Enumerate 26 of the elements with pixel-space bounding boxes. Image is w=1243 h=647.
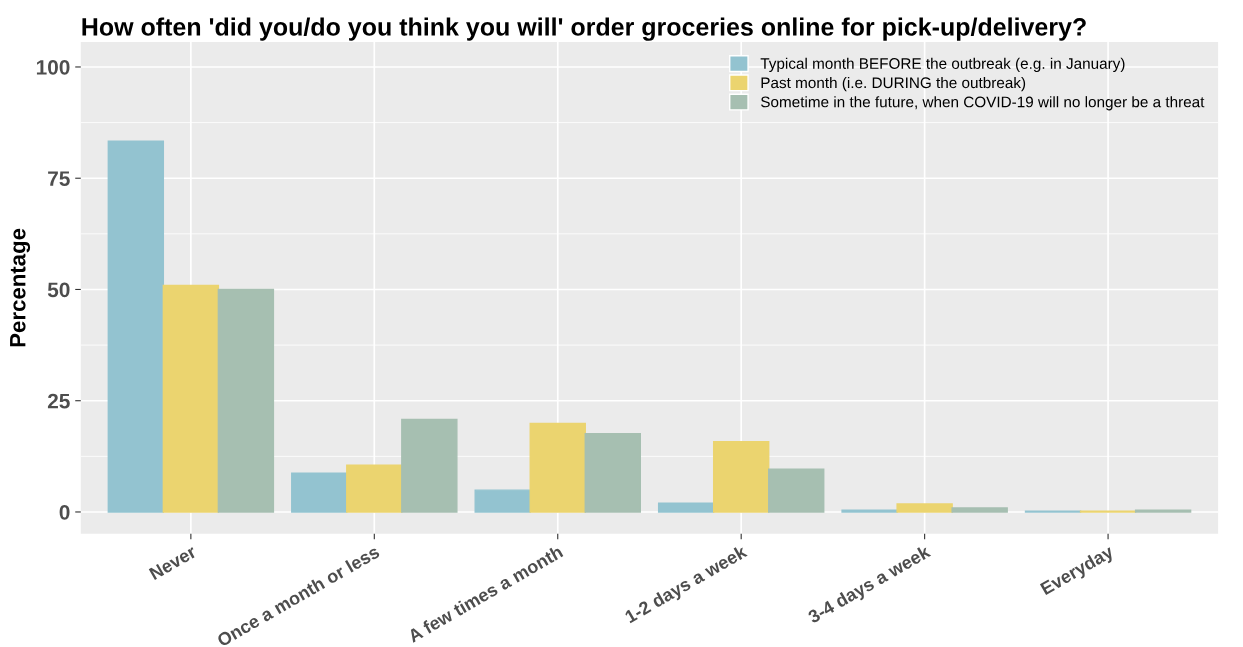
y-tick-label: 50: [47, 282, 70, 298]
bar: [474, 489, 531, 513]
chart-title: How often 'did you/do you think you will' order groceries online for pick-up/delivery?: [82, 17, 1086, 41]
bar: [346, 464, 403, 513]
bar: [107, 140, 165, 513]
bar: [401, 418, 458, 513]
bar: [584, 432, 641, 513]
bar: [529, 422, 586, 513]
x-tick-label: 1-2 days a week: [623, 544, 750, 627]
y-tick-label: 75: [48, 171, 70, 186]
x-tick-label: 3-4 days a week: [806, 544, 934, 627]
legend-label: Past month (i.e. DURING the outbreak): [761, 76, 1026, 92]
bar: [291, 472, 348, 513]
y-tick-label: 100: [36, 59, 70, 75]
legend-label: Sometime in the future, when COVID-19 will no longer be a threat: [760, 96, 1205, 111]
bar: [162, 284, 220, 513]
y-axis-title: Percentage: [10, 228, 31, 347]
bar: [712, 440, 770, 513]
legend-label: Typical month BEFORE the outbreak (e.g. in January): [760, 57, 1125, 72]
bar: [768, 468, 825, 513]
bar: [657, 502, 715, 513]
bar: [217, 288, 275, 513]
y-tick-label: 0: [59, 504, 70, 520]
bar: [951, 507, 1008, 513]
y-tick-label: 25: [47, 393, 70, 409]
bar: [896, 503, 953, 513]
